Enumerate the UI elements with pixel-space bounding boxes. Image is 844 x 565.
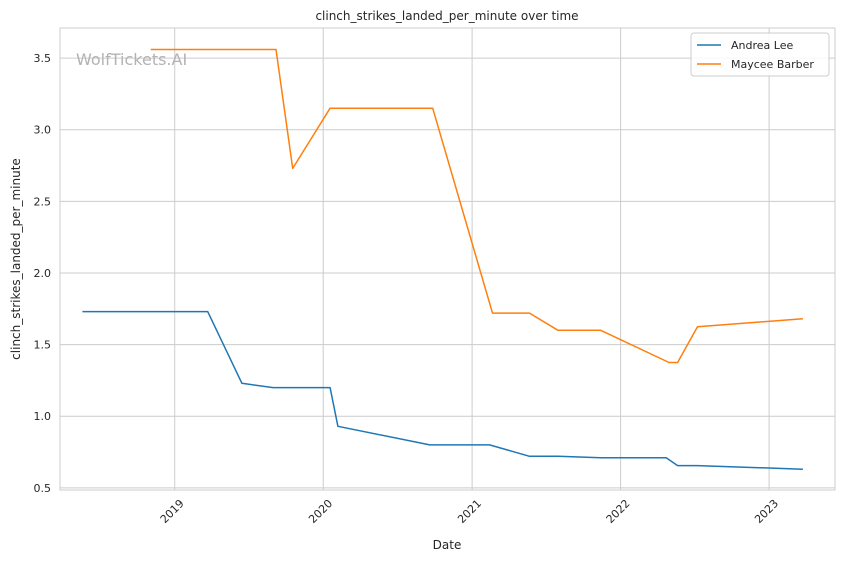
x-tick-label: 2020 bbox=[306, 497, 335, 526]
watermark: WolfTickets.AI bbox=[76, 50, 187, 69]
legend-label-andrea-lee: Andrea Lee bbox=[731, 39, 793, 52]
y-tick-label: 2.0 bbox=[34, 267, 52, 280]
x-axis-label: Date bbox=[433, 538, 462, 552]
y-axis-label: clinch_strikes_landed_per_minute bbox=[9, 158, 23, 360]
y-tick-label: 1.5 bbox=[34, 339, 52, 352]
chart-title: clinch_strikes_landed_per_minute over ti… bbox=[315, 9, 578, 23]
legend-box bbox=[690, 32, 830, 77]
x-tick-label: 2022 bbox=[604, 497, 633, 526]
y-tick-label: 1.0 bbox=[34, 410, 52, 423]
legend: Andrea Lee Maycee Barber bbox=[690, 32, 830, 77]
y-tick-label: 3.0 bbox=[34, 124, 52, 137]
y-tick-label: 0.5 bbox=[34, 482, 52, 495]
y-tick-label: 2.5 bbox=[34, 195, 52, 208]
x-tick-label: 2019 bbox=[158, 497, 187, 526]
plot-frame bbox=[59, 27, 836, 491]
x-tick-label: 2023 bbox=[752, 497, 781, 526]
series-layer bbox=[82, 48, 803, 470]
x-axis-ticks: 2019 2020 2021 2022 2023 bbox=[158, 497, 781, 526]
legend-label-maycee-barber: Maycee Barber bbox=[731, 58, 814, 71]
series-line-maycee-barber bbox=[150, 48, 803, 364]
series-line-andrea-lee bbox=[82, 310, 803, 470]
y-tick-label: 3.5 bbox=[34, 52, 52, 65]
grid bbox=[60, 28, 835, 490]
x-tick-label: 2021 bbox=[455, 497, 484, 526]
y-axis-ticks: 0.5 1.0 1.5 2.0 2.5 3.0 3.5 bbox=[34, 52, 52, 495]
